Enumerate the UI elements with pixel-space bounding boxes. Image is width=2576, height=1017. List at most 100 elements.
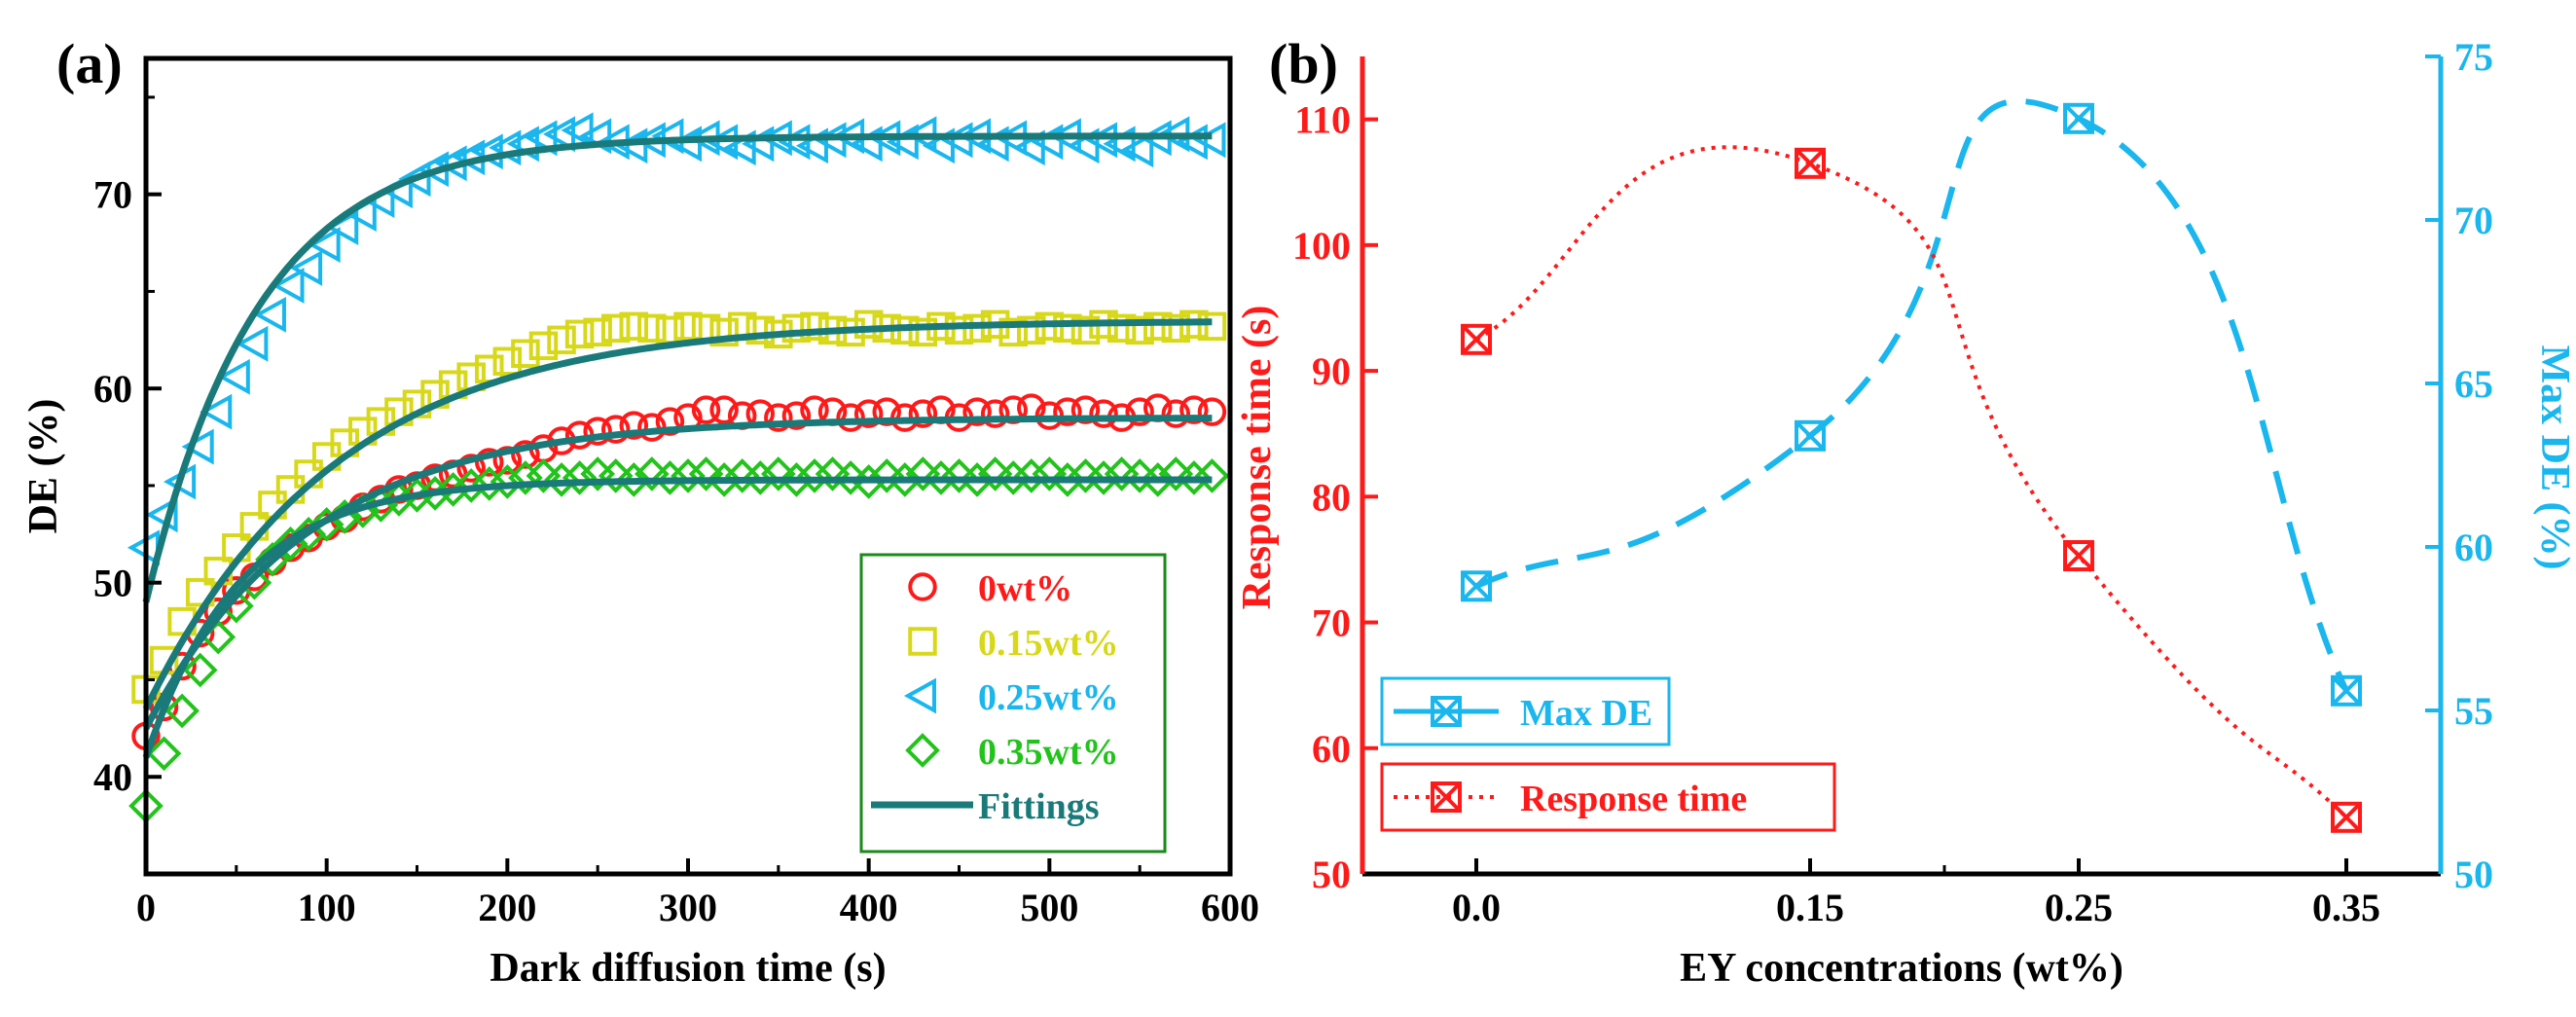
left-y-tick-label: 80 <box>1312 475 1351 519</box>
legend-marker <box>903 677 936 714</box>
data-point <box>924 460 959 495</box>
data-point <box>511 440 540 469</box>
data-point <box>853 399 884 428</box>
data-point <box>1161 313 1191 344</box>
data-point <box>637 313 667 344</box>
data-point <box>1161 399 1191 428</box>
panel-a-fit-curves <box>142 132 1213 759</box>
legend-label: Fittings <box>978 786 1100 827</box>
data-point <box>398 161 431 198</box>
data-point <box>1795 419 1826 452</box>
panel-b-right-axis-label: Max DE (%) <box>2532 345 2576 570</box>
data-point <box>779 462 815 497</box>
legend-marker <box>1431 696 1462 727</box>
panel-b-curves <box>1474 97 2349 819</box>
data-point <box>182 652 218 688</box>
data-point <box>764 403 793 432</box>
right-y-tick-label: 65 <box>2454 362 2493 406</box>
data-point <box>655 407 685 436</box>
data-point <box>797 458 832 493</box>
legend-label: Response time <box>1520 779 1747 819</box>
data-point <box>652 460 688 495</box>
right-y-tick-label: 70 <box>2454 199 2493 242</box>
data-point <box>781 313 812 344</box>
data-point <box>456 454 486 483</box>
data-point <box>853 309 884 340</box>
data-point <box>709 395 739 424</box>
data-point <box>272 268 305 304</box>
data-point <box>944 315 974 345</box>
fit-curve <box>142 476 1213 759</box>
data-point <box>1461 570 1492 602</box>
curve-Max DE <box>1474 97 2349 693</box>
data-point <box>980 399 1010 428</box>
data-point <box>1017 315 1046 345</box>
data-point <box>1053 313 1082 344</box>
data-point <box>1053 397 1082 426</box>
data-point <box>289 250 323 286</box>
data-point <box>308 227 341 263</box>
data-point <box>800 311 829 342</box>
left-y-tick-label: 70 <box>1312 601 1351 645</box>
data-point <box>836 403 865 432</box>
data-point <box>1125 315 1154 345</box>
panel-a-y-axis-label: DE (%) <box>21 399 66 534</box>
y-tick-label: 70 <box>93 173 132 217</box>
left-y-tick-label: 50 <box>1312 853 1351 896</box>
data-point <box>528 331 559 361</box>
data-point <box>508 460 543 495</box>
panel-b-label: (b) <box>1269 32 1338 95</box>
data-point <box>1050 462 1085 497</box>
data-point <box>435 472 471 507</box>
data-point <box>217 358 250 395</box>
x-tick-label: 0.35 <box>2312 886 2380 929</box>
right-y-tick-label: 50 <box>2454 853 2493 896</box>
data-point <box>1179 395 1209 424</box>
data-point <box>887 462 923 497</box>
data-point <box>998 317 1028 347</box>
data-point <box>475 448 504 477</box>
data-point <box>200 393 233 430</box>
panel-b-legend-response-box <box>1380 762 1836 832</box>
data-point <box>2331 801 2362 833</box>
x-tick-label: 100 <box>298 886 356 929</box>
data-point <box>600 415 631 444</box>
data-point <box>600 313 631 344</box>
panel-a-x-axis-label: Dark diffusion time (s) <box>490 946 886 991</box>
data-point <box>671 458 706 493</box>
legend-label: Max DE <box>1520 693 1652 734</box>
fit-curve <box>142 318 1213 710</box>
panel-a-ticks: 0 100 200 300 400 500 600 40 50 60 70 <box>93 95 1259 929</box>
x-tick-label: 0.15 <box>1776 886 1844 929</box>
data-point <box>743 460 779 495</box>
legend-marker <box>908 572 937 601</box>
data-point <box>908 399 938 428</box>
curve-Response time <box>1475 145 2348 819</box>
data-point <box>236 325 269 362</box>
data-point <box>164 693 200 729</box>
data-point <box>490 464 526 499</box>
data-point <box>1177 460 1212 495</box>
data-point <box>2063 540 2094 571</box>
data-point <box>709 317 739 347</box>
x-tick-label: 300 <box>659 886 717 929</box>
data-point <box>1070 315 1101 345</box>
panel-a-label: (a) <box>56 32 123 95</box>
right-y-tick-label: 55 <box>2454 689 2493 733</box>
legend-label: 0.25wt% <box>978 677 1119 718</box>
x-tick-label: 0.25 <box>2045 886 2113 929</box>
x-tick-label: 400 <box>840 886 898 929</box>
data-point <box>1107 313 1137 344</box>
left-y-tick-label: 100 <box>1292 224 1351 268</box>
data-point <box>761 456 796 491</box>
left-y-tick-label: 60 <box>1312 727 1351 771</box>
series-0.15wt% <box>131 309 1227 705</box>
data-point <box>583 317 612 347</box>
y-tick-label: 60 <box>93 367 132 411</box>
legend-marker <box>1431 781 1462 813</box>
data-point <box>145 496 178 533</box>
data-point <box>1086 460 1121 495</box>
data-point <box>2331 674 2362 707</box>
data-point <box>745 315 776 345</box>
panel-b-data-points <box>1461 102 2362 833</box>
